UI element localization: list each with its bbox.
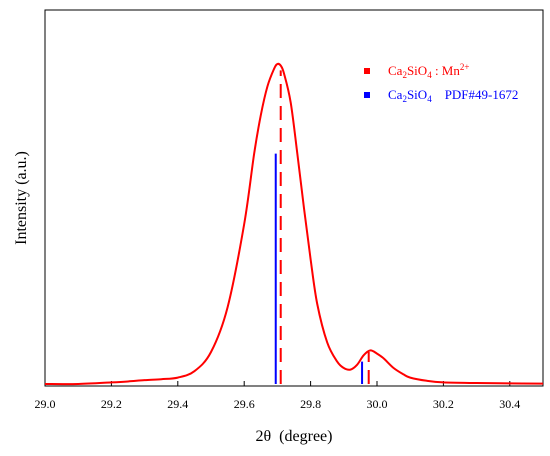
x-tick-label: 29.8	[300, 397, 321, 411]
x-axis-label: 2θ (degree)	[256, 428, 333, 445]
reference-lines	[274, 70, 370, 384]
legend-swatch-mn	[364, 68, 370, 74]
x-tick-label: 30.4	[499, 397, 520, 411]
plot-frame	[44, 9, 544, 387]
x-tick-label: 30.0	[367, 397, 388, 411]
x-tick-label: 29.2	[101, 397, 122, 411]
x-ticks: 29.0 29.2 29.4 29.6 29.8 30.0 30.2 30.4	[35, 381, 520, 411]
x-tick-label: 29.6	[234, 397, 255, 411]
legend: Ca2SiO4 : Mn2+ Ca2SiO4 PDF#49-1672	[364, 62, 518, 104]
x-tick-label: 30.2	[433, 397, 454, 411]
series-line	[44, 62, 544, 386]
x-tick-label: 29.4	[167, 397, 188, 411]
y-axis-label: Intensity (a.u.)	[13, 151, 30, 245]
legend-label-mn: Ca2SiO4 : Mn2+	[388, 62, 469, 80]
x-tick-label: 29.0	[35, 397, 56, 411]
legend-swatch-pdf	[364, 92, 370, 98]
legend-label-pdf: Ca2SiO4 PDF#49-1672	[388, 87, 518, 104]
